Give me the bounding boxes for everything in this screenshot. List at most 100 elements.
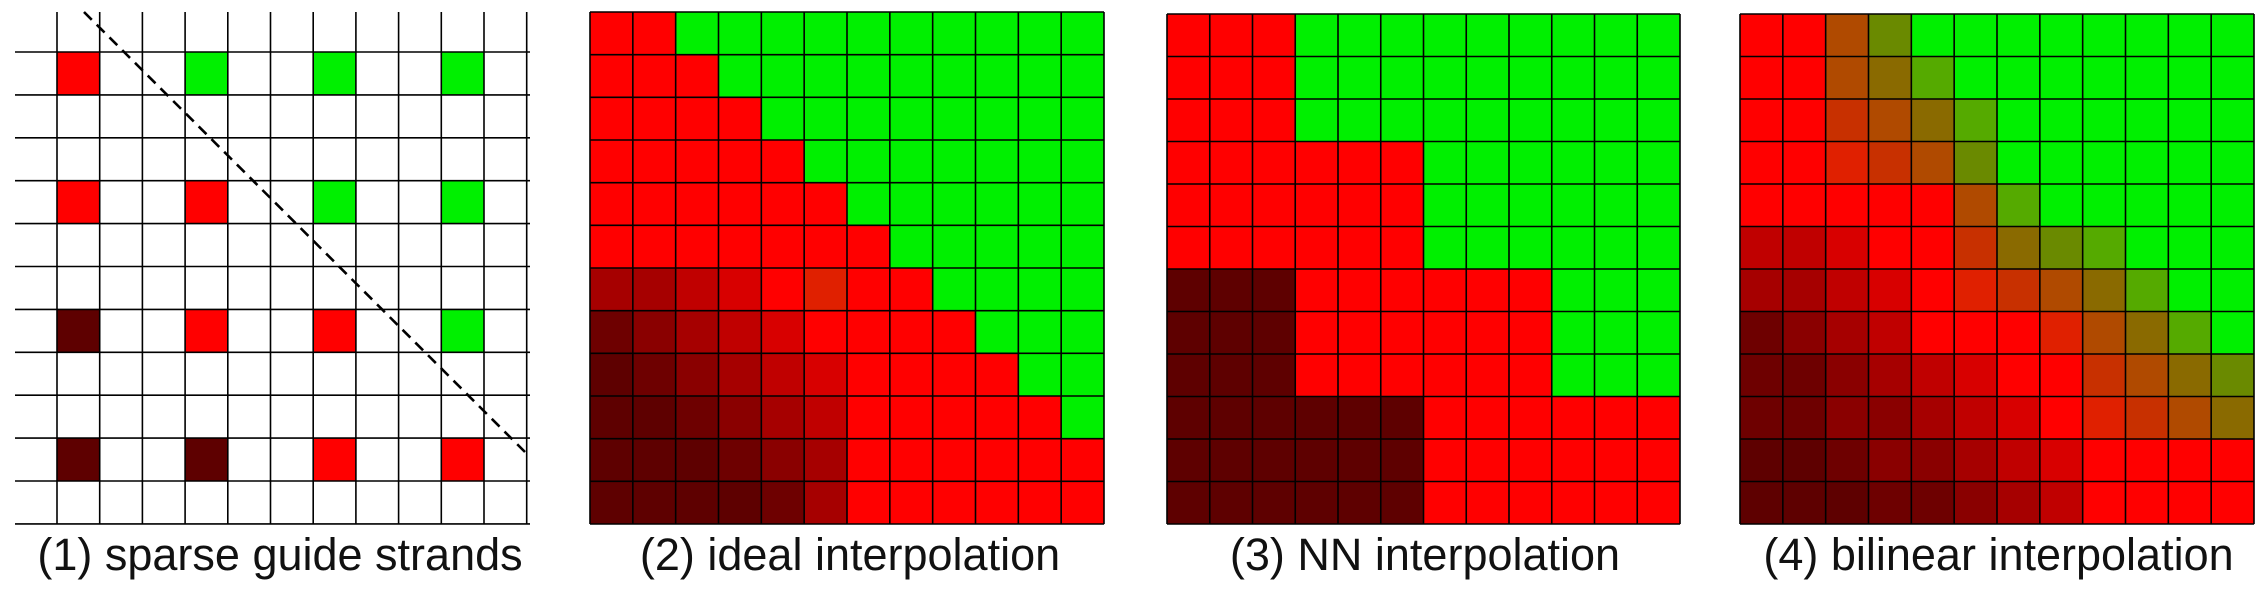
grid-cell bbox=[1911, 99, 1955, 142]
grid-cell bbox=[1295, 141, 1339, 185]
grid-cell bbox=[632, 12, 676, 55]
grid-cell bbox=[932, 396, 976, 439]
grid-cell bbox=[761, 438, 805, 482]
grid-cell bbox=[1782, 14, 1826, 57]
grid-cell bbox=[1911, 439, 1955, 482]
grid-cell bbox=[718, 438, 762, 482]
grid-cell bbox=[675, 140, 719, 183]
grid-cell bbox=[932, 268, 976, 311]
grid-cell bbox=[1167, 226, 1211, 270]
grid-cell bbox=[675, 225, 719, 269]
grid-cell bbox=[1594, 184, 1638, 227]
grid-cell bbox=[1594, 269, 1638, 312]
grid-cell bbox=[1740, 311, 1784, 355]
grid-cell bbox=[1167, 354, 1211, 397]
grid-cell bbox=[1423, 269, 1467, 312]
grid-cell bbox=[632, 396, 676, 439]
grid-cell bbox=[1911, 311, 1955, 355]
grid-cell bbox=[847, 396, 891, 439]
grid-cell bbox=[1954, 99, 1998, 142]
grid-cell bbox=[1380, 141, 1424, 185]
guide-strand-cell bbox=[57, 52, 100, 95]
grid-cell bbox=[1466, 184, 1510, 227]
grid-cell bbox=[718, 353, 762, 397]
grid-cell bbox=[975, 54, 1019, 98]
grid-cell bbox=[1167, 396, 1211, 440]
grid-cell bbox=[2211, 184, 2255, 227]
grid-cell bbox=[1061, 54, 1105, 98]
grid-cell bbox=[1209, 439, 1253, 482]
caption-sparse: (1) sparse guide strands bbox=[37, 529, 523, 580]
grid-cell bbox=[1551, 226, 1595, 270]
grid-cell bbox=[932, 97, 976, 141]
grid-cell bbox=[590, 268, 634, 311]
grid-cell bbox=[1954, 439, 1998, 482]
grid-cell bbox=[847, 310, 891, 354]
grid-cell bbox=[1551, 311, 1595, 355]
grid-cell bbox=[2211, 99, 2255, 142]
grid-cell bbox=[718, 97, 762, 141]
grid-cell bbox=[2168, 396, 2212, 440]
grid-cell bbox=[2125, 184, 2169, 227]
grid-cell bbox=[2125, 481, 2169, 525]
grid-cell bbox=[975, 225, 1019, 269]
grid-cell bbox=[889, 225, 933, 269]
grid-cell bbox=[1740, 56, 1784, 100]
grid-cell bbox=[1209, 226, 1253, 270]
grid-cell bbox=[1954, 184, 1998, 227]
grid-cell bbox=[889, 396, 933, 439]
grid-cell bbox=[1018, 353, 1062, 397]
grid-cell bbox=[1466, 14, 1510, 57]
grid-cell bbox=[1954, 141, 1998, 185]
grid-cell bbox=[675, 353, 719, 397]
grid-cell bbox=[1338, 396, 1382, 440]
grid-cell bbox=[1380, 354, 1424, 397]
grid-cell bbox=[1466, 56, 1510, 100]
grid-cell bbox=[1954, 396, 1998, 440]
grid-cell bbox=[1061, 438, 1105, 482]
grid-cell bbox=[1252, 269, 1296, 312]
grid-cell bbox=[1018, 140, 1062, 183]
grid-cell bbox=[2039, 99, 2083, 142]
grid-cell bbox=[1295, 226, 1339, 270]
grid-cell bbox=[675, 182, 719, 226]
grid-cell bbox=[847, 182, 891, 226]
grid-cell bbox=[1782, 226, 1826, 270]
grid-cell bbox=[1594, 141, 1638, 185]
panel-bilinear-interpolation: (4) bilinear interpolation bbox=[1730, 0, 2267, 610]
grid-cell bbox=[1954, 311, 1998, 355]
grid-cell bbox=[2039, 56, 2083, 100]
grid-cell bbox=[632, 310, 676, 354]
grid-cell bbox=[847, 225, 891, 269]
grid-cell bbox=[590, 140, 634, 183]
grid-cell bbox=[847, 97, 891, 141]
grid-cell bbox=[1423, 14, 1467, 57]
grid-cell bbox=[1061, 182, 1105, 226]
grid-cell bbox=[1018, 310, 1062, 354]
grid-cell bbox=[847, 481, 891, 525]
grid-cell bbox=[1061, 353, 1105, 397]
grid-cell bbox=[1551, 481, 1595, 525]
grid-cell bbox=[1782, 99, 1826, 142]
grid-cell bbox=[2125, 56, 2169, 100]
grid-cell bbox=[761, 396, 805, 439]
grid-cell bbox=[632, 140, 676, 183]
grid-cell bbox=[1911, 396, 1955, 440]
grid-cell bbox=[1997, 439, 2041, 482]
grid-cell bbox=[761, 97, 805, 141]
grid-cell bbox=[1911, 226, 1955, 270]
grid-cell bbox=[718, 182, 762, 226]
grid-cell bbox=[1868, 269, 1912, 312]
grid-cell bbox=[975, 310, 1019, 354]
grid-cell bbox=[1997, 354, 2041, 397]
grid-cell bbox=[1740, 481, 1784, 525]
guide-strand-cell bbox=[185, 438, 228, 481]
grid-cell bbox=[1338, 311, 1382, 355]
grid-cell bbox=[975, 268, 1019, 311]
grid-cell bbox=[1380, 269, 1424, 312]
grid-cell bbox=[2125, 226, 2169, 270]
grid-cell bbox=[1252, 184, 1296, 227]
grid-cell bbox=[1997, 396, 2041, 440]
grid-cell bbox=[1911, 14, 1955, 57]
grid-cell bbox=[1423, 56, 1467, 100]
